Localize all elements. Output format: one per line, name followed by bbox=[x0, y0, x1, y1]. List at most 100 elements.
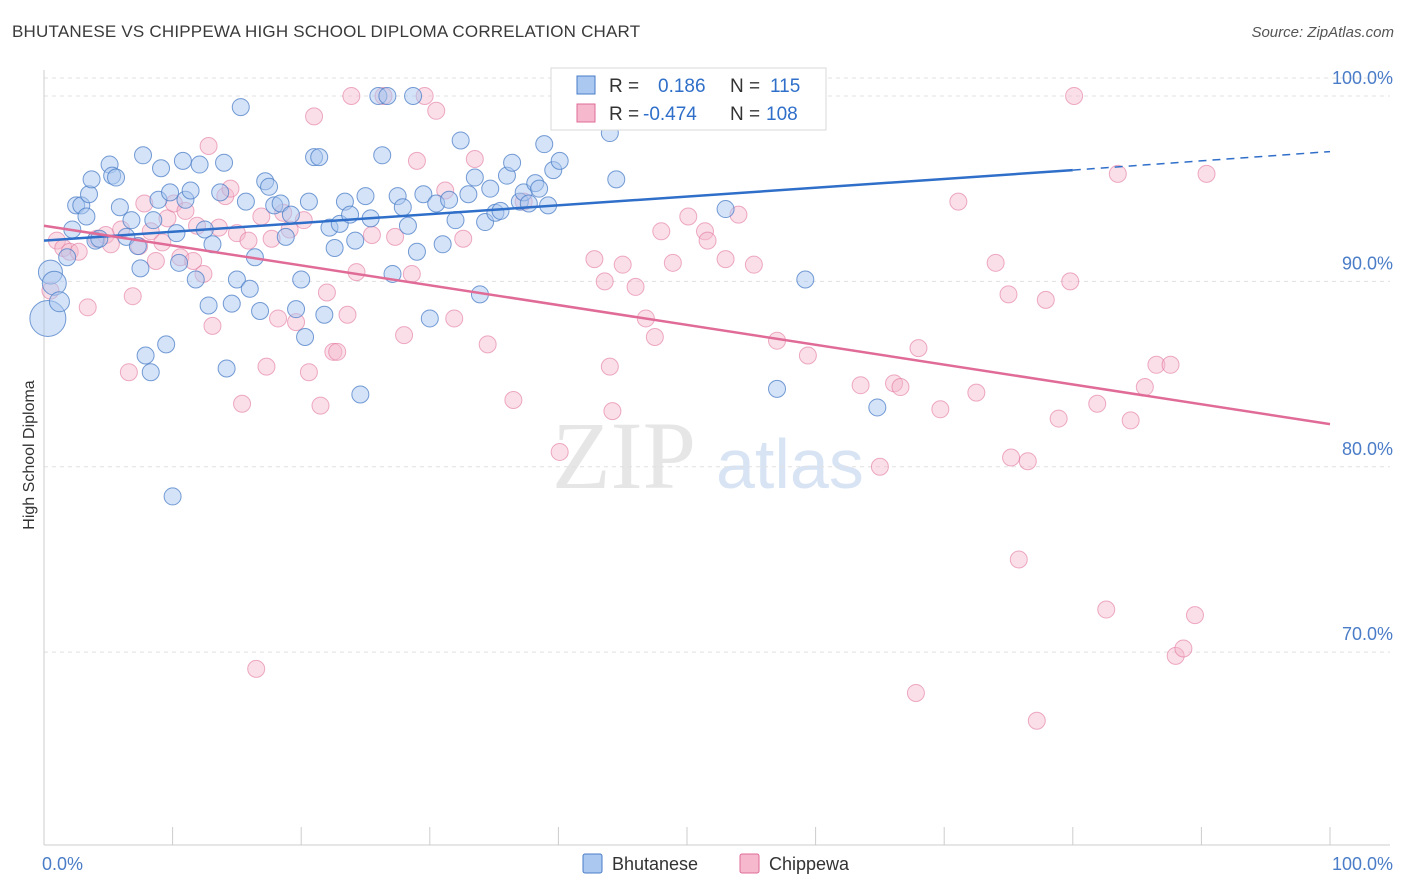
chippewa-point bbox=[1174, 639, 1193, 658]
bhutanese-point bbox=[530, 179, 549, 198]
bhutanese-point bbox=[281, 205, 300, 224]
bhutanese-point bbox=[310, 148, 329, 167]
chippewa-point bbox=[1147, 355, 1166, 374]
bhutanese-point bbox=[716, 200, 735, 219]
chippewa-trend-line bbox=[43, 224, 1331, 426]
watermark-atlas: atlas bbox=[716, 425, 864, 503]
bhutanese-point bbox=[236, 192, 255, 211]
chippewa-point bbox=[999, 285, 1018, 304]
chippewa-point bbox=[891, 378, 910, 397]
chippewa-point bbox=[744, 255, 763, 274]
bhutanese-point bbox=[356, 187, 375, 206]
chippewa-point bbox=[1161, 355, 1180, 374]
bhutanese-point bbox=[227, 270, 246, 289]
x-tick-label-min: 0.0% bbox=[42, 854, 83, 874]
bhutanese-point bbox=[398, 216, 417, 235]
bhutanese-point bbox=[240, 279, 259, 298]
chippewa-point bbox=[613, 255, 632, 274]
source-label: Source: ZipAtlas.com bbox=[1251, 24, 1394, 41]
chippewa-point bbox=[798, 346, 817, 365]
chippewa-point bbox=[324, 342, 343, 361]
bhutanese-point bbox=[607, 170, 626, 189]
y-tick-label: 100.0% bbox=[1332, 68, 1393, 88]
chippewa-point bbox=[454, 229, 473, 248]
chippewa-point bbox=[203, 316, 222, 335]
bhutanese-point bbox=[222, 294, 241, 313]
chippewa-point bbox=[626, 277, 645, 296]
chippewa-point bbox=[342, 86, 361, 105]
legend-box: R = 0.186 N = 115 R = -0.474 N = 108 bbox=[550, 67, 827, 131]
bhutanese-point bbox=[451, 131, 470, 150]
chippewa-point bbox=[1185, 606, 1204, 625]
chippewa-point bbox=[931, 400, 950, 419]
chippewa-point bbox=[199, 137, 218, 156]
chippewa-point bbox=[550, 442, 569, 461]
chippewa-point bbox=[1027, 711, 1046, 730]
chippewa-point bbox=[870, 457, 889, 476]
chippewa-point bbox=[402, 264, 421, 283]
bhutanese-point bbox=[157, 335, 176, 354]
bhutanese-point bbox=[296, 327, 315, 346]
bhutanese-point bbox=[141, 363, 160, 382]
bhutanese-point bbox=[131, 259, 150, 278]
bottom-legend-swatch-chippewa bbox=[739, 853, 760, 874]
chippewa-point bbox=[305, 107, 324, 126]
bhutanese-point bbox=[161, 183, 180, 202]
chippewa-point bbox=[239, 231, 258, 250]
bhutanese-point bbox=[503, 153, 522, 172]
bhutanese-trend-line bbox=[43, 168, 1073, 242]
chippewa-point bbox=[247, 659, 266, 678]
chippewa-point bbox=[1135, 378, 1154, 397]
chippewa-point bbox=[600, 357, 619, 376]
chippewa-point bbox=[986, 253, 1005, 272]
bhutanese-point bbox=[58, 248, 77, 267]
bhutanese-point bbox=[163, 487, 182, 506]
bhutanese-point bbox=[170, 253, 189, 272]
chippewa-point bbox=[595, 272, 614, 291]
chippewa-point bbox=[851, 376, 870, 395]
bhutanese-point bbox=[217, 359, 236, 378]
chippewa-point bbox=[1121, 411, 1140, 430]
bhutanese-point bbox=[373, 146, 392, 165]
bhutanese-point bbox=[446, 211, 465, 230]
chippewa-point bbox=[478, 335, 497, 354]
chippewa-point bbox=[1197, 164, 1216, 183]
chippewa-point bbox=[395, 326, 414, 345]
chippewa-point bbox=[1088, 394, 1107, 413]
chippewa-point bbox=[328, 342, 347, 361]
chippewa-point bbox=[407, 151, 426, 170]
chippewa-point bbox=[645, 327, 664, 346]
bhutanese-point bbox=[211, 183, 230, 202]
legend-n-value-bhutanese: 115 bbox=[770, 76, 800, 97]
bhutanese-point bbox=[48, 291, 70, 313]
bottom-legend: Bhutanese Chippewa bbox=[582, 853, 850, 874]
chippewa-point bbox=[1049, 409, 1068, 428]
bhutanese-point bbox=[299, 192, 318, 211]
bhutanese-point bbox=[190, 155, 209, 174]
bhutanese-point bbox=[231, 98, 250, 117]
bhutanese-point bbox=[82, 170, 101, 189]
bhutanese-point bbox=[465, 168, 484, 187]
bhutanese-point bbox=[535, 135, 554, 154]
bhutanese-point bbox=[136, 346, 155, 365]
legend-r-label: R = bbox=[609, 76, 639, 97]
chippewa-point bbox=[445, 309, 464, 328]
bhutanese-point bbox=[407, 242, 426, 261]
bhutanese-point bbox=[134, 146, 153, 165]
chippewa-point bbox=[257, 357, 276, 376]
bhutanese-point bbox=[481, 179, 500, 198]
bhutanese-point bbox=[315, 305, 334, 324]
bhutanese-point bbox=[796, 270, 815, 289]
chippewa-point bbox=[119, 363, 138, 382]
bhutanese-point bbox=[199, 296, 218, 315]
bhutanese-point bbox=[276, 227, 295, 246]
chippewa-point bbox=[716, 250, 735, 269]
x-tick-label-max: 100.0% bbox=[1332, 854, 1393, 874]
bhutanese-point bbox=[186, 270, 205, 289]
bhutanese-point bbox=[215, 153, 234, 172]
chippewa-point bbox=[1108, 164, 1127, 183]
bhutanese-point bbox=[251, 302, 270, 321]
chippewa-point bbox=[269, 309, 288, 328]
bhutanese-point bbox=[271, 194, 290, 213]
